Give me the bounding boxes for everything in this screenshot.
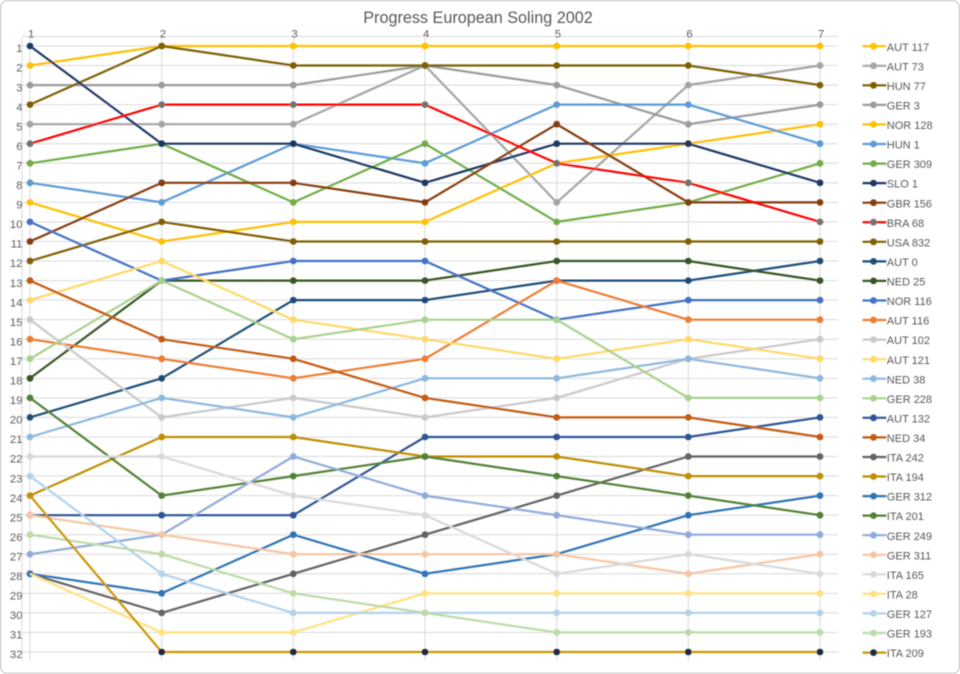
svg-text:NED 25: NED 25 — [887, 277, 926, 289]
svg-text:26: 26 — [10, 532, 23, 544]
svg-text:ITA 28: ITA 28 — [887, 590, 918, 602]
svg-text:3: 3 — [16, 82, 22, 94]
svg-text:GER 3: GER 3 — [887, 101, 920, 113]
svg-text:ITA 242: ITA 242 — [887, 453, 924, 465]
svg-text:NOR 128: NOR 128 — [887, 120, 933, 132]
svg-text:18: 18 — [10, 376, 23, 388]
svg-text:ITA 209: ITA 209 — [887, 648, 924, 660]
svg-text:ITA 194: ITA 194 — [887, 472, 924, 484]
svg-text:5: 5 — [16, 121, 22, 133]
svg-text:5: 5 — [555, 29, 561, 41]
svg-text:3: 3 — [291, 29, 297, 41]
svg-text:4: 4 — [423, 29, 429, 41]
svg-text:HUN 77: HUN 77 — [887, 81, 926, 93]
svg-text:23: 23 — [10, 473, 23, 485]
svg-text:17: 17 — [10, 356, 23, 368]
svg-text:AUT 0: AUT 0 — [887, 257, 918, 269]
svg-text:GER 249: GER 249 — [887, 531, 932, 543]
svg-text:1: 1 — [16, 43, 22, 55]
svg-text:AUT 102: AUT 102 — [887, 335, 930, 347]
svg-text:27: 27 — [10, 551, 23, 563]
svg-text:28: 28 — [10, 571, 23, 583]
svg-text:GBR 156: GBR 156 — [887, 198, 932, 210]
svg-text:13: 13 — [10, 278, 23, 290]
svg-text:GER 193: GER 193 — [887, 629, 932, 641]
svg-text:HUN 1: HUN 1 — [887, 140, 920, 152]
svg-text:SLO 1: SLO 1 — [887, 179, 918, 191]
svg-text:4: 4 — [16, 102, 22, 114]
svg-text:BRA 68: BRA 68 — [887, 218, 924, 230]
svg-text:25: 25 — [10, 512, 23, 524]
svg-text:8: 8 — [16, 180, 22, 192]
svg-text:ITA 165: ITA 165 — [887, 570, 924, 582]
svg-text:AUT 132: AUT 132 — [887, 413, 930, 425]
svg-text:GER 311: GER 311 — [887, 550, 931, 562]
svg-text:2: 2 — [16, 63, 22, 75]
svg-text:NED 34: NED 34 — [887, 433, 926, 445]
svg-text:Progress European Soling 2002: Progress European Soling 2002 — [363, 9, 592, 27]
svg-text:GER 228: GER 228 — [887, 394, 932, 406]
svg-text:NOR 116: NOR 116 — [887, 296, 932, 308]
svg-text:20: 20 — [10, 415, 23, 427]
svg-text:GER 312: GER 312 — [887, 492, 932, 504]
svg-text:15: 15 — [10, 317, 23, 329]
svg-text:24: 24 — [10, 493, 23, 505]
svg-text:29: 29 — [10, 591, 23, 603]
svg-text:AUT 116: AUT 116 — [887, 316, 929, 328]
svg-text:GER 309: GER 309 — [887, 159, 932, 171]
svg-text:NED 38: NED 38 — [887, 374, 926, 386]
svg-text:7: 7 — [818, 29, 824, 41]
svg-text:6: 6 — [686, 29, 692, 41]
svg-text:ITA 201: ITA 201 — [887, 511, 924, 523]
svg-text:1: 1 — [28, 29, 34, 41]
svg-text:21: 21 — [10, 434, 23, 446]
svg-text:2: 2 — [160, 29, 166, 41]
svg-text:GER 127: GER 127 — [887, 609, 932, 621]
svg-text:AUT 117: AUT 117 — [887, 42, 929, 54]
svg-text:11: 11 — [11, 239, 23, 251]
svg-text:30: 30 — [10, 610, 23, 622]
svg-text:AUT 121: AUT 121 — [887, 355, 930, 367]
svg-text:7: 7 — [16, 161, 22, 173]
svg-text:USA 832: USA 832 — [887, 237, 930, 249]
svg-text:9: 9 — [16, 200, 22, 212]
svg-text:19: 19 — [10, 395, 23, 407]
svg-text:AUT 73: AUT 73 — [887, 61, 924, 73]
svg-text:32: 32 — [10, 649, 23, 661]
svg-text:16: 16 — [10, 336, 23, 348]
svg-text:14: 14 — [10, 297, 23, 309]
svg-text:6: 6 — [16, 141, 22, 153]
svg-text:22: 22 — [10, 454, 23, 466]
svg-text:12: 12 — [10, 258, 23, 270]
svg-text:10: 10 — [10, 219, 23, 231]
svg-text:31: 31 — [10, 630, 23, 642]
